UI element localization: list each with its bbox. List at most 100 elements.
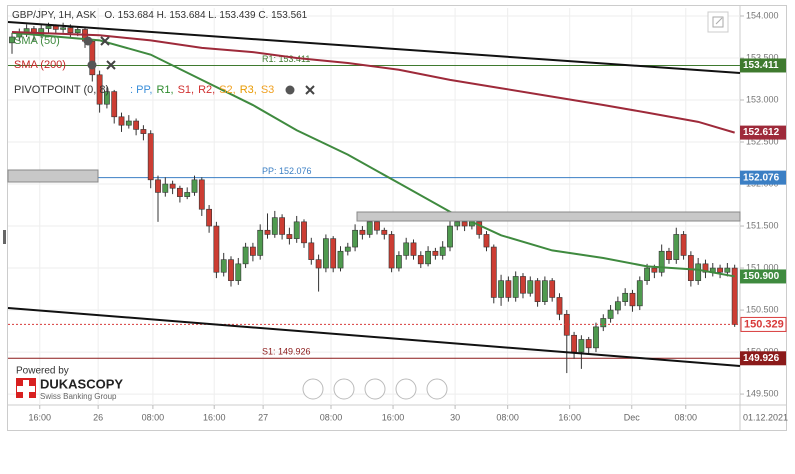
candle-body	[490, 246, 497, 298]
candle-body	[403, 242, 410, 256]
candle-body	[264, 229, 271, 235]
candle-body	[111, 91, 118, 118]
zone	[356, 211, 741, 222]
candle-body	[279, 217, 285, 235]
candle-body	[476, 221, 483, 235]
x-tick-label: 16:00	[203, 412, 226, 422]
candle-body	[60, 27, 67, 30]
legend-item: R3,	[240, 84, 257, 96]
price-tag-label: 152.076	[743, 172, 780, 183]
candle-body	[622, 292, 629, 302]
candle-body	[67, 27, 74, 34]
legend-item: R1,	[156, 84, 173, 96]
y-tick-label: 151.500	[746, 220, 779, 230]
candle-body	[673, 234, 680, 260]
legend-item: PIVOTPOINT (0, 8)	[14, 84, 109, 96]
candle-body	[644, 267, 650, 281]
price-tag	[740, 125, 786, 140]
candle-body	[337, 250, 344, 269]
candle-body	[293, 221, 300, 239]
pivot-label: R1: 153.411	[262, 54, 310, 64]
x-tick-label: 26	[93, 412, 103, 422]
candle-body	[571, 334, 577, 353]
sma-line	[11, 31, 735, 278]
close-icon[interactable]	[100, 36, 315, 95]
price-tag-label: 149.926	[743, 353, 780, 364]
candle-body	[374, 221, 380, 231]
candle-body	[717, 267, 723, 273]
candle-body	[242, 246, 249, 265]
candle-body	[731, 267, 738, 325]
candle-body	[89, 40, 96, 76]
handle[interactable]	[3, 230, 6, 244]
legend-item: SMA (200)	[14, 59, 66, 71]
candle-body	[344, 246, 351, 252]
candle-body	[549, 280, 556, 298]
candle-body	[658, 250, 665, 273]
pivot-label: PP: 152.076	[262, 166, 312, 176]
candle-body	[520, 276, 526, 294]
candle-body	[206, 208, 213, 227]
candle-body	[352, 229, 358, 248]
candle-body	[556, 297, 563, 315]
y-tick-label: 154.000	[746, 10, 779, 20]
candle-body	[104, 91, 110, 105]
price-tag-label: 150.329	[744, 318, 784, 330]
candle-body	[454, 221, 461, 227]
expand-icon[interactable]	[707, 11, 729, 33]
candle-body	[125, 120, 132, 126]
candle-body	[702, 263, 709, 273]
x-tick-label: 16:00	[28, 412, 51, 422]
pivot-label: S1: 149.926	[262, 347, 311, 357]
candle-body	[425, 250, 431, 265]
candle-body	[505, 280, 512, 298]
sma-line	[11, 30, 735, 134]
trend-line	[7, 21, 741, 74]
candle-body	[541, 280, 548, 302]
price-tag	[740, 269, 786, 284]
candle-body	[301, 221, 307, 244]
header: GBP/JPY, 1H, ASK O. 153.684 H. 153.684 L.…	[12, 10, 308, 21]
x-tick-label: 08:00	[142, 412, 165, 422]
trend-line	[7, 307, 741, 367]
legend-item: S3	[261, 84, 274, 96]
candle-body	[439, 246, 446, 256]
candle-body	[680, 234, 687, 256]
gear-icon[interactable]	[83, 36, 295, 95]
y-tick-label: 151.000	[746, 262, 779, 272]
candle-body	[578, 339, 585, 353]
y-tick-label: 149.500	[746, 388, 779, 398]
candle-body	[724, 267, 731, 273]
legend-item: R2,	[198, 84, 215, 96]
candle-body	[45, 25, 52, 29]
logo-text: DUKASCOPY	[40, 376, 123, 391]
candle-body	[695, 263, 702, 281]
nav-buttons[interactable]	[302, 378, 448, 400]
price-tag	[740, 170, 786, 185]
candle-body	[666, 250, 672, 260]
candle-body	[169, 183, 176, 189]
candle-body	[235, 263, 242, 281]
logo: Powered by DUKASCOPY Swiss Banking Group	[16, 366, 123, 401]
candle-body	[381, 229, 388, 235]
x-tick-label: 27	[258, 412, 268, 422]
candle-body	[74, 29, 81, 34]
candle-body	[257, 229, 264, 256]
candle-body	[593, 326, 599, 349]
y-tick-label: 150.500	[746, 304, 779, 314]
candle-body	[614, 301, 621, 311]
candle-body	[417, 255, 424, 265]
candle-body	[191, 179, 198, 193]
date-label: 01.12.2021	[743, 412, 788, 422]
logo-text: Powered by	[16, 366, 69, 377]
x-tick-label: 16:00	[558, 412, 581, 422]
candle-body	[147, 133, 154, 181]
candle-body	[133, 120, 140, 130]
candle-body	[687, 255, 694, 281]
candle-body	[118, 116, 125, 126]
ohlc: O. 153.684 H. 153.684 L. 153.439 C. 153.…	[104, 10, 307, 21]
candle-body	[534, 280, 541, 302]
candle-body	[96, 74, 103, 105]
candle-body	[651, 267, 658, 273]
